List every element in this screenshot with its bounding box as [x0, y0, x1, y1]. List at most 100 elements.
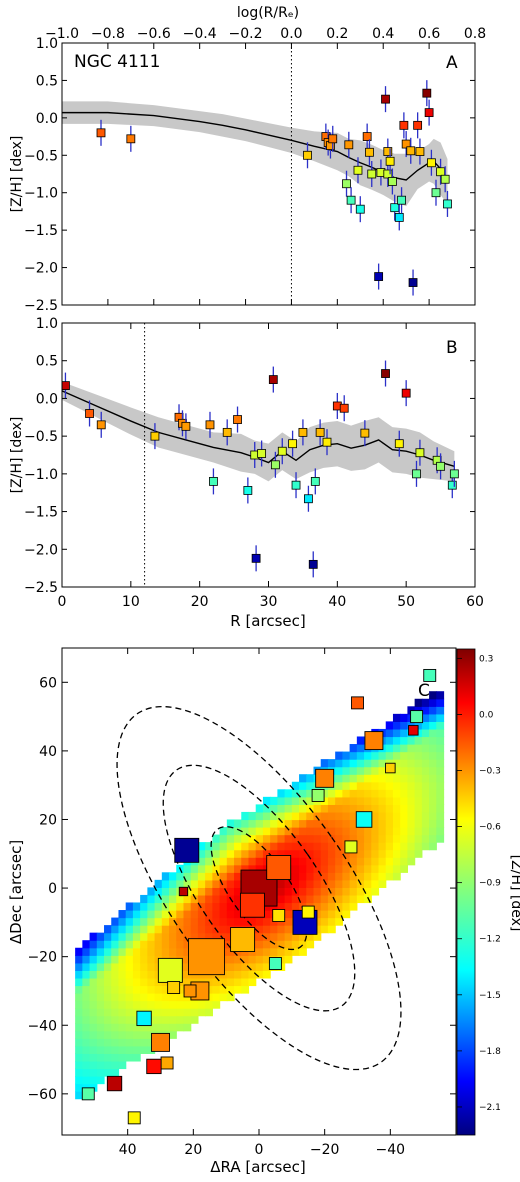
- map-pixel: [436, 736, 445, 745]
- map-pixel: [82, 1038, 91, 1047]
- map-pixel: [248, 955, 257, 964]
- map-pixel: [190, 894, 199, 904]
- map-pixel: [197, 872, 206, 881]
- map-pixel: [255, 925, 264, 934]
- map-pixel: [291, 804, 300, 813]
- map-pixel: [400, 759, 409, 768]
- map-pixel: [248, 811, 257, 821]
- map-pixel: [378, 759, 387, 768]
- map-pixel: [255, 811, 264, 821]
- map-pixel: [414, 849, 423, 858]
- data-square: [136, 1010, 152, 1027]
- data-point: [328, 134, 338, 144]
- map-pixel: [421, 713, 430, 722]
- map-pixel: [154, 1023, 163, 1032]
- data-point: [315, 427, 325, 437]
- map-pixel: [169, 887, 177, 896]
- data-point: [413, 120, 423, 130]
- map-pixel: [335, 857, 343, 866]
- map-pixel: [277, 811, 286, 821]
- map-pixel: [226, 842, 235, 851]
- map-pixel: [255, 857, 264, 866]
- map-pixel: [320, 789, 329, 798]
- x-tick-label: 0: [58, 594, 67, 610]
- map-pixel: [284, 827, 293, 836]
- data-point: [303, 150, 312, 160]
- map-pixel: [125, 940, 134, 949]
- data-point: [360, 428, 370, 438]
- map-pixel: [82, 1030, 91, 1039]
- map-pixel: [125, 917, 134, 926]
- map-pixel: [371, 879, 380, 888]
- map-pixel: [364, 781, 372, 790]
- map-pixel: [371, 774, 380, 783]
- map-pixel: [378, 857, 387, 866]
- map-pixel: [118, 940, 127, 949]
- map-pixel: [75, 1091, 83, 1100]
- map-pixel: [414, 804, 423, 813]
- map-pixel: [190, 917, 199, 926]
- map-pixel: [342, 864, 351, 873]
- map-pixel: [436, 804, 445, 813]
- map-pixel: [335, 804, 343, 813]
- map-pixel: [89, 1015, 98, 1024]
- map-pixel: [313, 872, 322, 881]
- map-pixel: [75, 1000, 83, 1009]
- map-pixel: [197, 925, 206, 934]
- map-pixel: [429, 721, 437, 730]
- data-point: [62, 381, 70, 391]
- map-pixel: [327, 917, 336, 926]
- map-pixel: [421, 811, 430, 821]
- map-pixel: [111, 932, 120, 941]
- map-pixel: [385, 834, 394, 843]
- map-pixel: [111, 977, 120, 987]
- map-pixel: [277, 940, 286, 949]
- map-pixel: [89, 1076, 98, 1085]
- map-pixel: [335, 894, 343, 904]
- map-pixel: [89, 1038, 98, 1047]
- map-pixel: [219, 827, 228, 836]
- map-pixel: [89, 1008, 98, 1017]
- map-pixel: [284, 811, 293, 821]
- map-pixel: [436, 728, 445, 738]
- aperture-ellipse: [116, 705, 402, 1071]
- map-pixel: [183, 1000, 192, 1009]
- y-tick-label: 0: [48, 881, 57, 897]
- data-point: [304, 494, 313, 504]
- map-pixel: [342, 751, 351, 760]
- map-pixel: [75, 985, 83, 994]
- map-pixel: [400, 857, 409, 866]
- map-pixel: [176, 947, 185, 956]
- map-pixel: [75, 947, 83, 956]
- data-point: [268, 375, 278, 384]
- map-pixel: [291, 879, 300, 888]
- map-pixel: [190, 925, 199, 934]
- map-pixel: [219, 872, 228, 881]
- map-pixel: [75, 993, 83, 1002]
- map-pixel: [378, 864, 387, 873]
- data-point: [257, 449, 267, 458]
- data-square: [410, 710, 424, 724]
- map-pixel: [342, 887, 351, 896]
- map-pixel: [320, 910, 329, 919]
- map-pixel: [241, 849, 250, 858]
- map-pixel: [299, 819, 307, 828]
- map-pixel: [183, 962, 192, 971]
- map-pixel: [219, 977, 228, 987]
- map-pixel: [226, 902, 235, 911]
- map-pixel: [190, 887, 199, 896]
- map-pixel: [364, 842, 372, 851]
- data-point: [209, 476, 218, 486]
- map-pixel: [414, 766, 423, 775]
- map-pixel: [392, 789, 401, 798]
- map-pixel: [82, 1015, 91, 1024]
- map-pixel: [277, 947, 286, 956]
- map-pixel: [190, 932, 199, 941]
- map-pixel: [371, 819, 380, 828]
- map-pixel: [436, 774, 445, 783]
- map-pixel: [371, 857, 380, 866]
- map-pixel: [89, 940, 98, 949]
- y-tick-label: −60: [27, 1087, 57, 1103]
- map-pixel: [96, 1038, 105, 1047]
- map-pixel: [104, 977, 112, 987]
